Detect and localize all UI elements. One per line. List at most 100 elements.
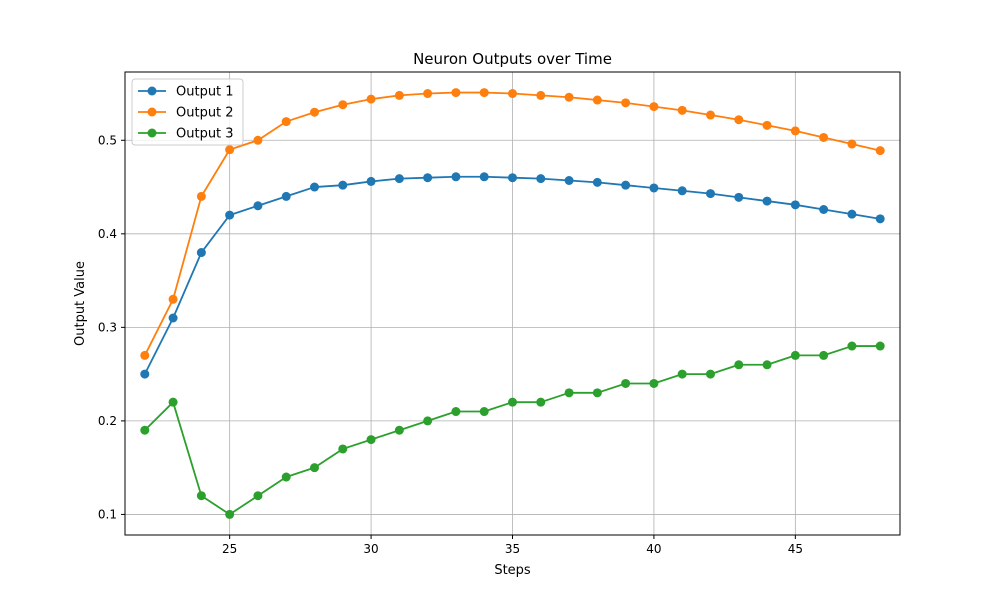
data-point xyxy=(423,416,433,426)
data-point xyxy=(225,509,235,519)
data-point xyxy=(649,102,659,112)
data-point xyxy=(168,313,178,323)
legend-label: Output 2 xyxy=(176,106,234,121)
data-point xyxy=(734,115,744,125)
data-point xyxy=(790,350,800,360)
data-point xyxy=(281,117,291,127)
data-point xyxy=(536,174,546,184)
data-point xyxy=(168,294,178,304)
data-point xyxy=(621,98,631,108)
data-point xyxy=(762,196,772,206)
data-point xyxy=(508,397,517,407)
data-point xyxy=(479,172,489,182)
data-point xyxy=(338,100,348,110)
data-point xyxy=(366,176,376,186)
data-point xyxy=(140,425,150,435)
data-point xyxy=(508,173,517,183)
x-axis-label: Steps xyxy=(494,563,531,578)
data-point xyxy=(394,90,404,100)
data-point xyxy=(281,191,291,201)
data-point xyxy=(734,360,744,370)
data-point xyxy=(649,378,659,388)
legend: Output 1 Output 2 Output 3 xyxy=(131,78,244,146)
data-point xyxy=(847,139,857,149)
data-point xyxy=(196,248,206,258)
data-point xyxy=(677,186,687,196)
data-point xyxy=(253,135,263,145)
data-point xyxy=(196,491,206,501)
ticks: 25 30 35 40 45 0.1 0.2 0.3 0.4 0.5 xyxy=(98,133,803,556)
data-point xyxy=(451,172,461,182)
data-point xyxy=(423,89,433,99)
data-point xyxy=(394,174,404,184)
data-point xyxy=(705,369,715,379)
data-point xyxy=(705,189,715,199)
data-point xyxy=(140,350,150,360)
legend-entry: Output 2 xyxy=(138,106,234,121)
data-point xyxy=(253,201,263,211)
series-1 xyxy=(140,172,885,379)
data-point xyxy=(762,120,772,130)
data-point xyxy=(649,183,659,193)
legend-marker xyxy=(147,86,157,96)
data-point xyxy=(762,360,772,370)
data-point xyxy=(225,145,235,155)
data-point xyxy=(310,107,320,117)
y-axis-label: Output Value xyxy=(73,261,88,346)
data-point xyxy=(564,176,574,186)
data-point xyxy=(875,341,885,351)
y-tick-label: 0.5 xyxy=(98,133,117,147)
data-point xyxy=(310,182,320,192)
data-point xyxy=(536,90,546,100)
x-tick-label: 40 xyxy=(646,542,661,556)
y-tick-label: 0.2 xyxy=(98,414,117,428)
chart-title: Neuron Outputs over Time xyxy=(413,50,612,68)
y-tick-label: 0.4 xyxy=(98,227,117,241)
legend-box xyxy=(131,78,244,146)
data-point xyxy=(621,180,631,190)
data-point xyxy=(225,210,235,220)
data-point xyxy=(479,407,489,417)
data-point xyxy=(592,177,602,187)
data-point xyxy=(451,88,461,98)
data-point xyxy=(564,92,574,102)
data-point xyxy=(281,472,291,482)
legend-entry: Output 1 xyxy=(138,85,234,100)
series-3 xyxy=(140,341,885,519)
data-point xyxy=(734,192,744,202)
data-point xyxy=(196,191,206,201)
data-point xyxy=(564,388,574,398)
data-point xyxy=(621,378,631,388)
data-point xyxy=(168,397,178,407)
y-tick-label: 0.1 xyxy=(98,507,117,521)
series-2 xyxy=(140,88,885,360)
data-point xyxy=(875,146,885,156)
data-point xyxy=(536,397,546,407)
data-point xyxy=(875,214,885,224)
data-point xyxy=(592,95,602,105)
legend-entry: Output 3 xyxy=(138,127,234,142)
data-point xyxy=(790,126,800,136)
data-point xyxy=(366,94,376,104)
x-tick-label: 25 xyxy=(222,542,237,556)
data-point xyxy=(508,89,517,99)
y-tick-label: 0.3 xyxy=(98,320,117,334)
x-tick-label: 35 xyxy=(505,542,520,556)
data-point xyxy=(394,425,404,435)
data-point xyxy=(705,110,715,120)
data-point xyxy=(819,204,829,214)
data-point xyxy=(790,200,800,210)
x-tick-label: 45 xyxy=(788,542,803,556)
series-layer xyxy=(140,88,885,519)
data-point xyxy=(819,132,829,142)
data-point xyxy=(479,88,489,98)
legend-marker xyxy=(147,107,157,117)
data-point xyxy=(310,463,320,473)
data-point xyxy=(819,350,829,360)
data-point xyxy=(847,341,857,351)
data-point xyxy=(140,369,150,379)
legend-label: Output 1 xyxy=(176,85,234,100)
data-point xyxy=(847,209,857,219)
data-point xyxy=(451,407,461,417)
